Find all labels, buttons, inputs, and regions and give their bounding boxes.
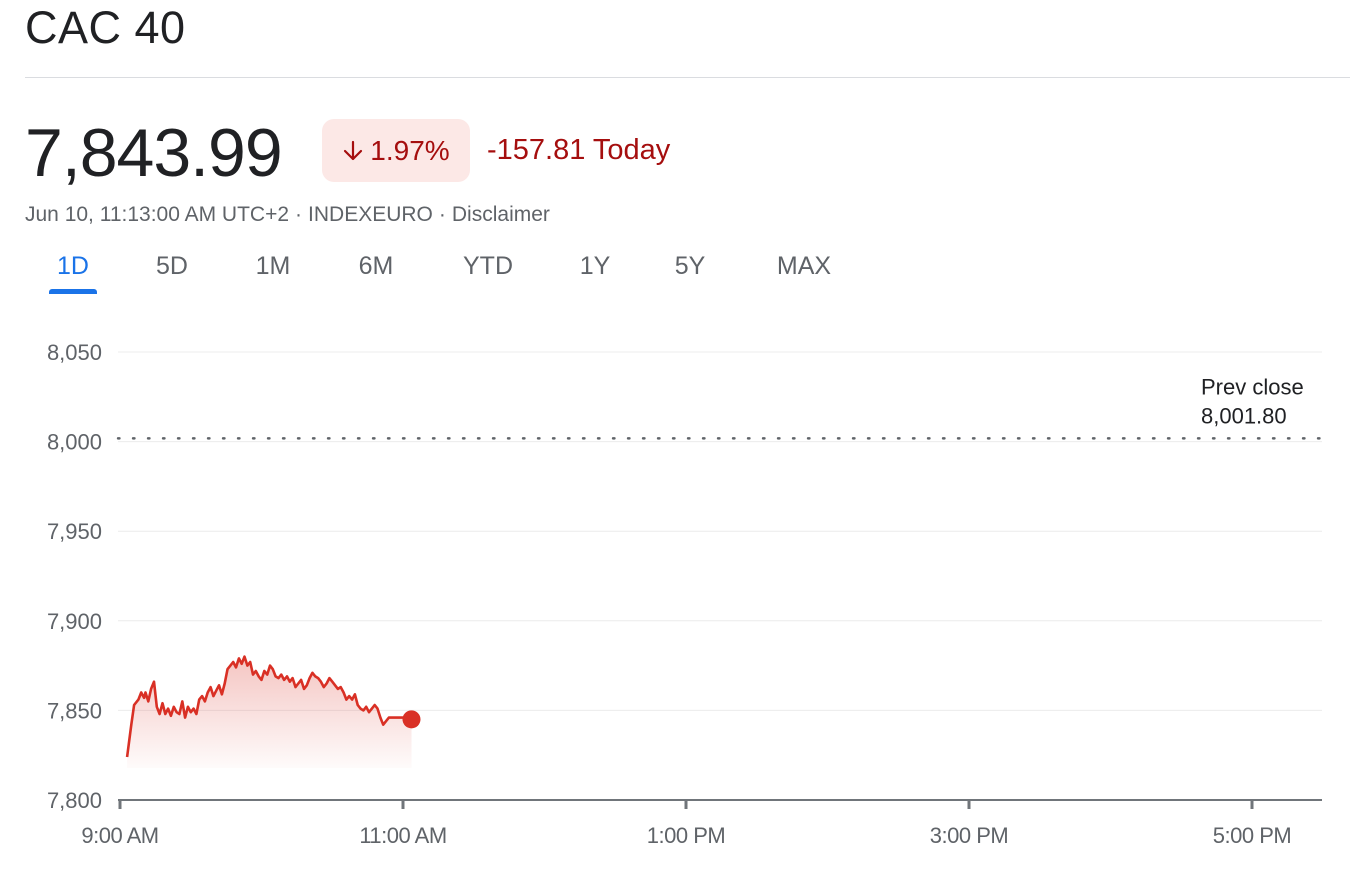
tab-ytd[interactable]: YTD <box>463 252 513 280</box>
tab-6m[interactable]: 6M <box>358 252 394 280</box>
prev-close-label: Prev close <box>1201 374 1304 399</box>
y-tick-label: 7,950 <box>47 519 102 544</box>
y-tick-label: 7,900 <box>47 609 102 634</box>
x-tick-label: 3:00 PM <box>930 823 1008 848</box>
header-divider <box>25 77 1350 78</box>
tab-max[interactable]: MAX <box>776 252 832 280</box>
series-area <box>127 656 412 768</box>
range-tabs: 1D 5D 1M 6M YTD 1Y 5Y MAX <box>0 252 1350 297</box>
x-tick-label: 11:00 AM <box>359 823 446 848</box>
separator: · <box>438 203 446 226</box>
disclaimer-link[interactable]: Disclaimer <box>451 203 550 226</box>
series-line <box>125 655 412 758</box>
timestamp: Jun 10, 11:13:00 AM UTC+2 <box>25 203 290 226</box>
x-tick-label: 5:00 PM <box>1213 823 1291 848</box>
change-percent-badge: 1.97% <box>322 119 470 182</box>
y-tick-label: 8,050 <box>47 340 102 365</box>
y-tick-label: 8,000 <box>47 430 102 455</box>
tab-1d[interactable]: 1D <box>57 252 89 280</box>
current-price: 7,843.99 <box>25 115 283 191</box>
change-absolute: -157.81 Today <box>487 134 671 166</box>
change-percent: 1.97% <box>370 134 450 166</box>
y-tick-label: 7,800 <box>47 788 102 813</box>
y-tick-label: 7,850 <box>47 698 102 723</box>
x-tick-label: 1:00 PM <box>647 823 725 848</box>
tab-5y[interactable]: 5Y <box>674 252 706 280</box>
page-title: CAC 40 <box>25 2 186 53</box>
tab-1m[interactable]: 1M <box>255 252 291 280</box>
separator: · <box>295 203 303 226</box>
quote-meta: Jun 10, 11:13:00 AM UTC+2 · INDEXEURO · Disc… <box>25 203 550 227</box>
current-value-dot <box>402 710 421 729</box>
prev-close-value: 8,001.80 <box>1201 403 1287 428</box>
arrow-down-icon <box>344 140 363 160</box>
active-tab-indicator <box>49 289 97 294</box>
tab-1y[interactable]: 1Y <box>579 252 611 280</box>
exchange-name: INDEXEURO <box>308 203 433 226</box>
tab-5d[interactable]: 5D <box>156 252 188 280</box>
x-tick-label: 9:00 AM <box>81 823 158 848</box>
